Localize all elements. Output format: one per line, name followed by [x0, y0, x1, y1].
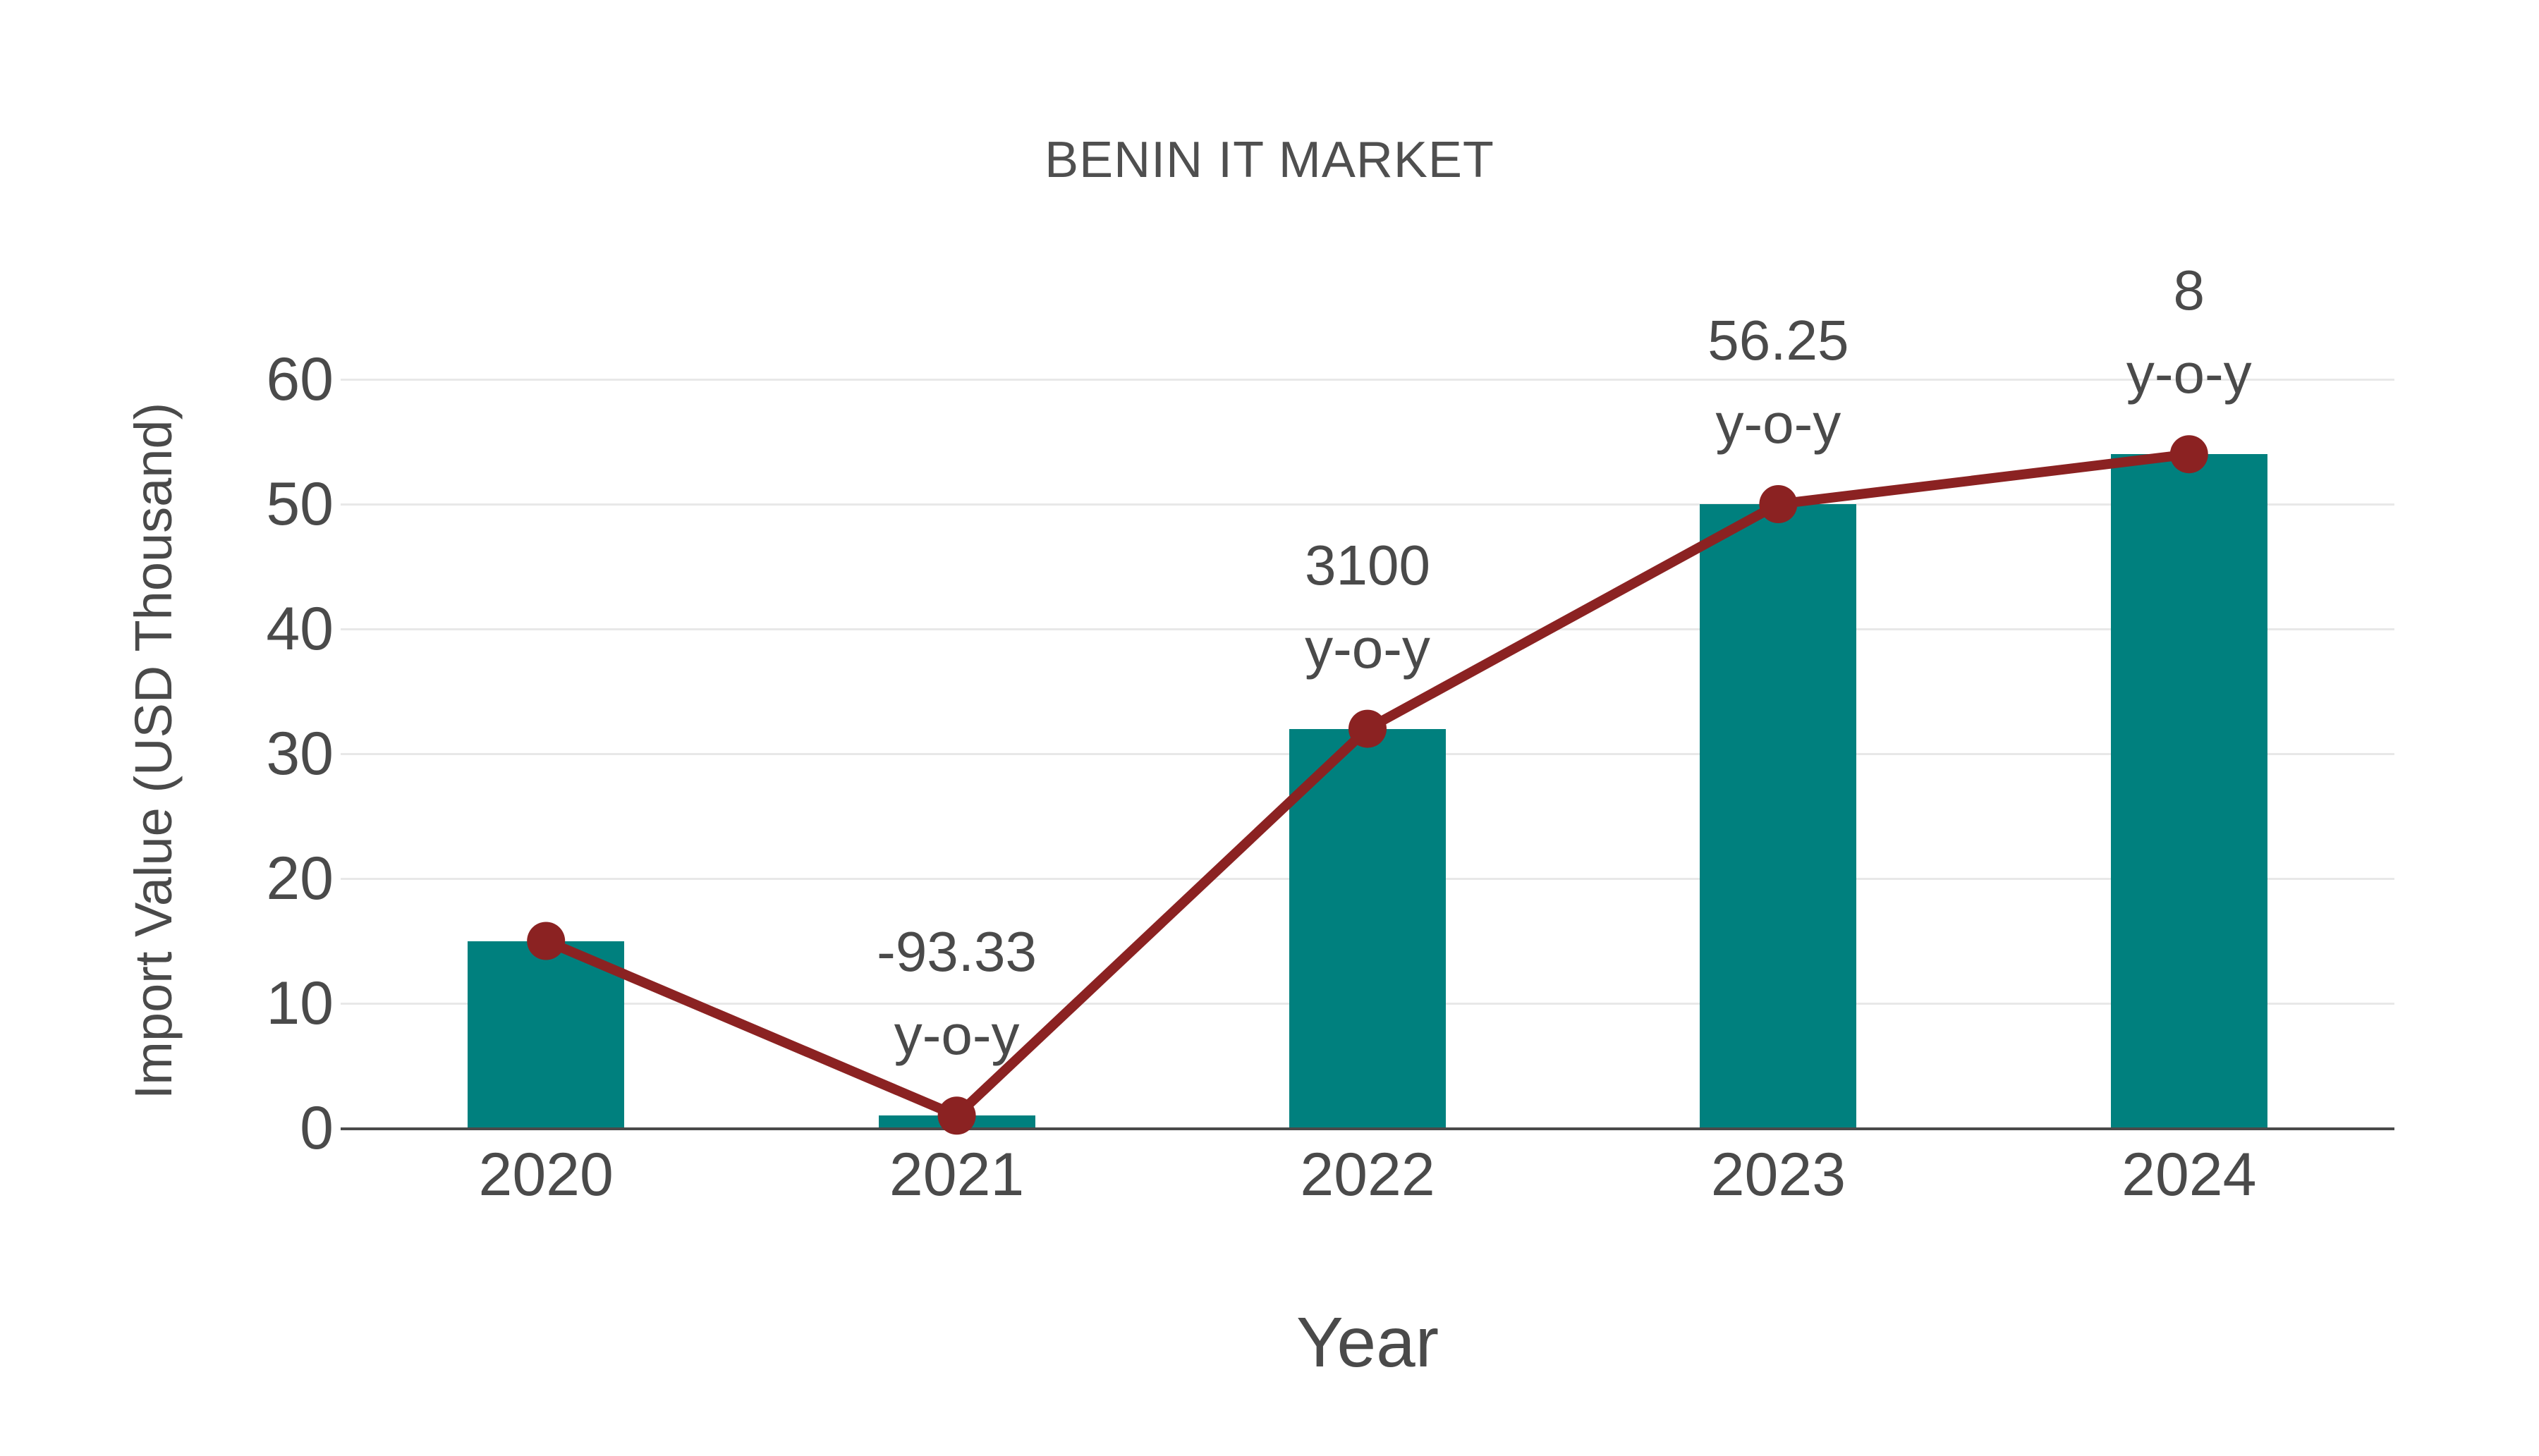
x-axis-title: Year: [1296, 1303, 1439, 1382]
y-tick-label-40: 40: [266, 595, 334, 663]
x-tick-label-2020: 2020: [478, 1141, 614, 1209]
data-point-2023: [1759, 485, 1798, 523]
chart-title: BENIN IT MARKET: [1045, 132, 1494, 188]
annotation-value-2023: 56.25: [1707, 309, 1849, 372]
annotation-value-2022: 3100: [1305, 533, 1430, 597]
data-point-2022: [1348, 709, 1387, 748]
bar-2020: [468, 941, 625, 1128]
annotation-value-2021: -93.33: [877, 920, 1037, 984]
x-tick-label-2022: 2022: [1300, 1141, 1435, 1209]
annotation-2023: 56.25 y-o-y: [1566, 299, 1990, 465]
annotation-2022: 3100 y-o-y: [1156, 524, 1579, 690]
y-tick-label-0: 0: [300, 1094, 334, 1162]
gridline-40: [341, 628, 2394, 630]
annotation-2024: 8 y-o-y: [1978, 249, 2401, 415]
line-series: [527, 435, 2208, 1135]
x-tick-label-2024: 2024: [2121, 1141, 2257, 1209]
bar-2023: [1700, 504, 1857, 1128]
y-tick-label-50: 50: [266, 470, 334, 538]
gridline-60: [341, 379, 2394, 381]
y-tick-label-10: 10: [266, 969, 334, 1037]
annotation-suffix-2024: y-o-y: [2126, 342, 2252, 405]
bar-2022: [1289, 728, 1446, 1128]
annotation-value-2024: 8: [2173, 259, 2205, 322]
gridline-50: [341, 503, 2394, 506]
annotation-suffix-2022: y-o-y: [1305, 616, 1430, 680]
annotation-suffix-2021: y-o-y: [894, 1003, 1020, 1067]
x-tick-label-2021: 2021: [889, 1141, 1025, 1209]
bar-2024: [2110, 454, 2267, 1128]
y-tick-label-30: 30: [266, 720, 334, 788]
data-point-2024: [2169, 435, 2208, 474]
data-point-2020: [527, 922, 566, 960]
annotation-suffix-2023: y-o-y: [1715, 392, 1841, 455]
data-point-2021: [937, 1096, 976, 1135]
annotation-2021: -93.33 y-o-y: [745, 910, 1169, 1077]
y-tick-label-20: 20: [266, 845, 334, 912]
y-tick-label-60: 60: [266, 345, 334, 413]
x-tick-label-2023: 2023: [1710, 1141, 1846, 1209]
x-axis-line: [341, 1127, 2394, 1130]
